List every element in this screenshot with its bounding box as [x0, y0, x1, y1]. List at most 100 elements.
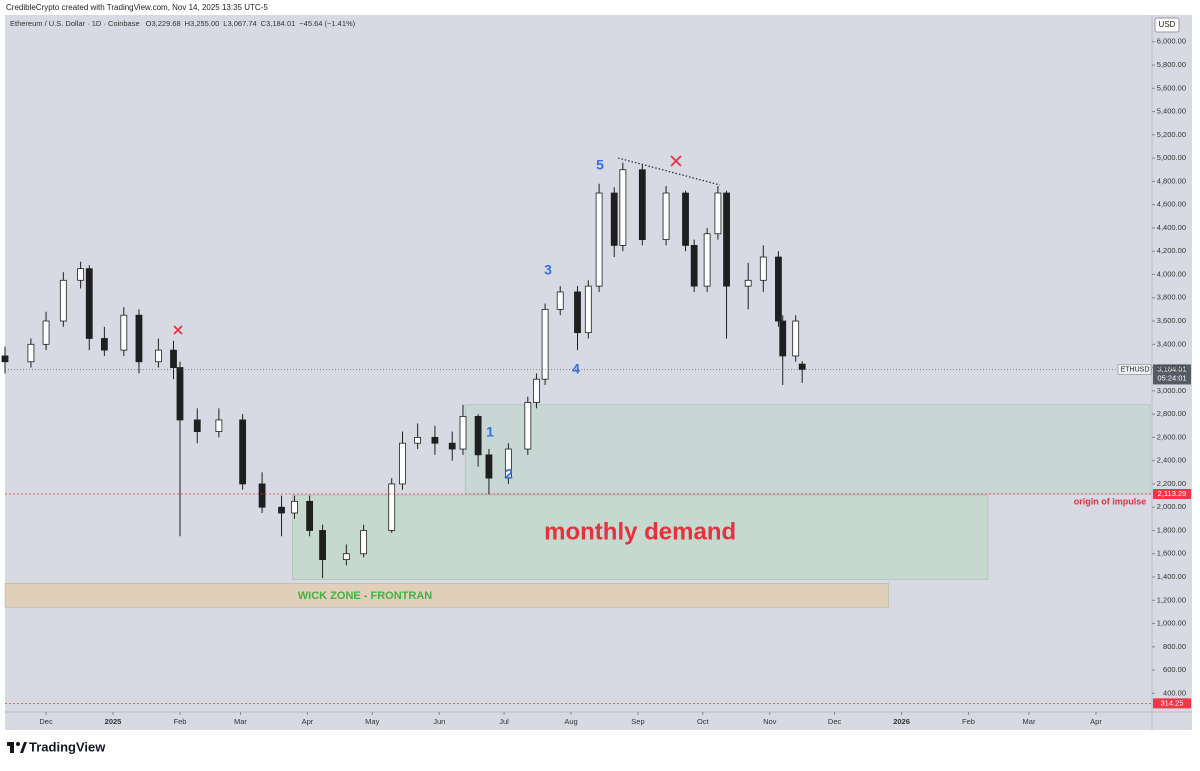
currency-box: [1154, 17, 1180, 33]
symbol-tag: [1117, 364, 1152, 375]
candle-body: [100, 338, 108, 351]
candles: [1, 162, 806, 579]
y-tick-label: 1,600.00: [1157, 549, 1186, 558]
y-tick-label: 1,200.00: [1157, 595, 1186, 604]
ohlc: C3,184.01: [261, 19, 296, 28]
candle-body: [120, 314, 128, 351]
ohlc: −45.64 (−1.41%): [299, 19, 355, 28]
countdown: 05:24:01: [1157, 373, 1186, 382]
x-tick-label: Sep: [631, 717, 644, 726]
candle-body: [59, 279, 67, 322]
candle-body: [792, 320, 800, 357]
zone: [292, 494, 989, 580]
y-tick-label: 5,800.00: [1157, 60, 1186, 69]
zone-label: monthly demand: [544, 519, 736, 546]
candle-body: [239, 419, 247, 485]
y-tick-label: 2,600.00: [1157, 432, 1186, 441]
candle-body: [682, 192, 689, 246]
y-tick-label: 5,600.00: [1157, 83, 1186, 92]
logo: TradingView: [7, 739, 106, 754]
y-tick-label: 4,200.00: [1157, 246, 1186, 255]
y-tick-label: 2,200.00: [1157, 479, 1186, 488]
y-tick-label: 5,200.00: [1157, 130, 1186, 139]
y-tick-label: 3,600.00: [1157, 316, 1186, 325]
candle-body: [610, 192, 618, 246]
candle-body: [595, 192, 603, 287]
candle-body: [176, 367, 184, 421]
candle-body: [42, 320, 50, 345]
symbol: Ethereum / U.S. Dollar · 1D · Coinbase: [10, 19, 140, 28]
y-tick-label: 6,000.00: [1157, 37, 1186, 46]
currency: USD: [1159, 20, 1176, 29]
wave-label: 4: [572, 361, 580, 377]
candle-body: [399, 442, 406, 485]
candle-body: [448, 442, 456, 450]
candle-body: [690, 244, 698, 287]
candle-body: [77, 268, 85, 281]
candle-body: [278, 506, 285, 514]
candle-body: [215, 419, 223, 432]
candle-body: [360, 530, 368, 555]
candle-body: [759, 256, 767, 281]
y-tick-label: 2,400.00: [1157, 456, 1186, 465]
candle-body: [431, 436, 439, 444]
candle-body: [703, 233, 711, 287]
candle-body: [291, 500, 298, 514]
candle-body: [342, 553, 350, 560]
x-tick-label: May: [365, 717, 379, 726]
candle-body: [798, 363, 806, 370]
wave-label: 1: [486, 424, 494, 440]
candle-body: [193, 419, 201, 432]
y-tick-label: 400.00: [1163, 688, 1186, 697]
wave-label: 3: [544, 262, 552, 278]
candle-body: [556, 291, 564, 310]
candle-body: [574, 291, 581, 334]
y-tick-label: 800.00: [1163, 642, 1186, 651]
y-tick-label: 1,800.00: [1157, 525, 1186, 534]
price-tag-label: 3,184.01: [1157, 364, 1186, 373]
x-tick-label: 2026: [893, 717, 910, 726]
wave-label: 5: [596, 157, 604, 173]
x-tick-label: Feb: [174, 717, 187, 726]
y-tick-label: 4,600.00: [1157, 200, 1186, 209]
y-tick-label: 3,800.00: [1157, 293, 1186, 302]
x-tick-label: Mar: [1023, 717, 1036, 726]
wave-label: 2: [505, 466, 513, 482]
candle-body: [533, 378, 540, 403]
candle-body: [319, 530, 326, 560]
candle-body: [85, 268, 93, 339]
x-tick-label: Dec: [39, 717, 53, 726]
candle-body: [459, 416, 467, 450]
x-tick-label: Jun: [433, 717, 445, 726]
x-tick-label: Jul: [499, 717, 509, 726]
x-tick-label: Mar: [234, 717, 247, 726]
candle-body: [170, 349, 177, 368]
x-tick-label: Nov: [763, 717, 777, 726]
candle-body: [541, 308, 549, 380]
candle-body: [714, 192, 722, 235]
y-tick-label: 5,000.00: [1157, 153, 1186, 162]
candle-body: [662, 192, 670, 240]
price-axis-bg: [1152, 15, 1192, 712]
candle-body: [1, 355, 9, 363]
x-tick-label: 2025: [105, 717, 122, 726]
candle-body: [775, 256, 782, 322]
price-tag-label: 314.25: [1161, 698, 1184, 707]
ohlc: L3,067.74: [223, 19, 256, 28]
candle-body: [154, 349, 162, 363]
y-tick-label: 4,000.00: [1157, 269, 1186, 278]
price-tag-label: 2,113.29: [1158, 489, 1187, 498]
x-tick-label: Apr: [302, 717, 314, 726]
y-tick-label: 3,000.00: [1157, 386, 1186, 395]
legend: Ethereum / U.S. Dollar · 1D · Coinbase O3…: [10, 19, 356, 28]
y-tick-label: 4,400.00: [1157, 223, 1186, 232]
zone-label: origin of impulse: [1074, 496, 1147, 506]
time-axis-bg: [5, 712, 1192, 730]
zone: [464, 404, 1151, 495]
x-tick-label: Aug: [564, 717, 577, 726]
zone-label: WICK ZONE - FRONTRAN: [298, 590, 432, 602]
price-tag: [1153, 489, 1191, 500]
logo-text: TradingView: [29, 739, 106, 754]
